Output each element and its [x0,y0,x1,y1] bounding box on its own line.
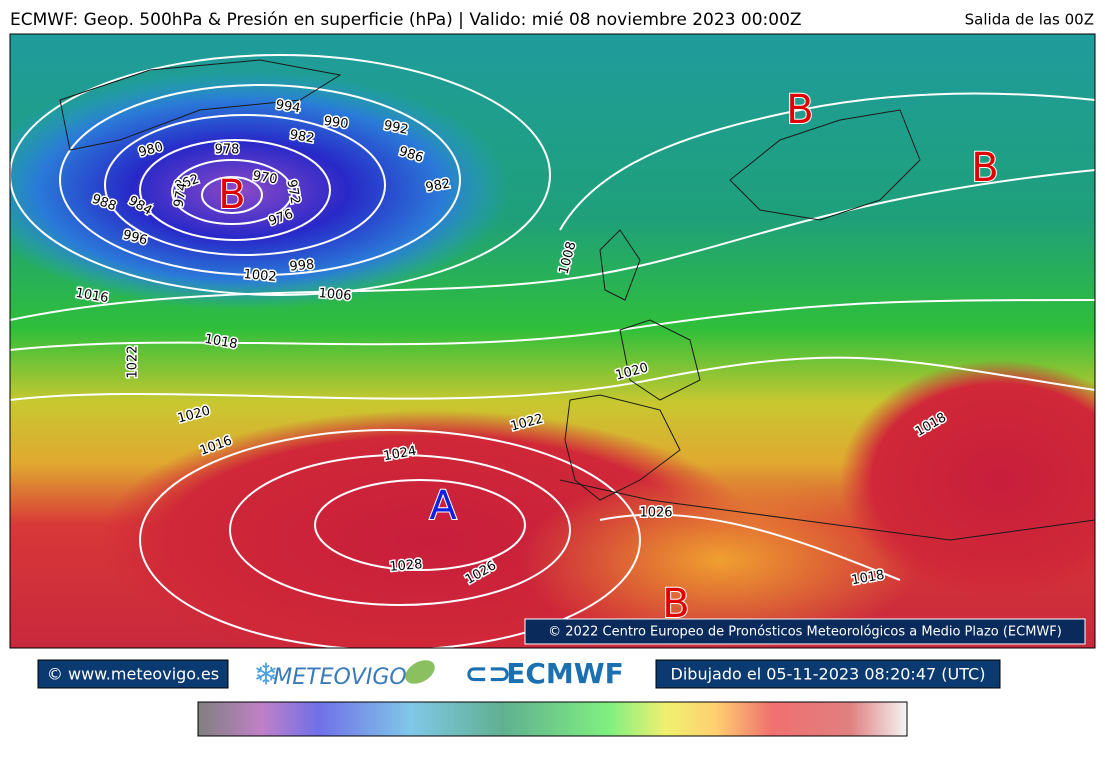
copyright: © 2022 Centro Europeo de Pronósticos Met… [548,625,1062,640]
copyright-box [524,618,1086,645]
isobar-label: 974 [171,181,190,208]
isobar-label: 994 [274,97,301,116]
site[interactable]: © www.meteovigo.es [47,665,219,684]
isobar-label: 1006 [318,286,352,304]
isobar-label: 970 [251,168,278,187]
isobar-label: 982 [424,176,451,195]
isobar-label: 998 [289,257,315,274]
isobar-label: 990 [323,114,350,132]
isobar-label: 1018 [850,568,885,589]
leaf-icon [405,660,435,684]
pressure-center: B [786,87,813,133]
isobar-label: 1022 [126,345,141,378]
isobar-label: 1018 [203,332,238,353]
isobar-label: 972 [283,178,302,205]
east-field [840,360,1095,600]
title: ECMWF: Geop. 500hPa & Presión en superfi… [10,10,802,30]
africa-field [520,470,920,648]
isobar-label: 1028 [389,557,423,575]
ecmwf-icon: ⊂⊃ [465,657,512,690]
ecmwf-logo: ECMWF [506,657,624,690]
map-frame [9,33,1096,649]
coastlines [59,59,1095,541]
pressure-center: B [218,172,245,218]
isobar-label: 982 [288,127,315,146]
drawn-box [655,659,1001,689]
colorbar [197,701,908,737]
isobar-label: 978 [215,143,240,158]
isobar-label: 1002 [243,267,277,285]
site-box [37,659,229,689]
run-label: Salida de las 00Z [965,11,1094,29]
isobar-label: 1024 [382,444,417,465]
meteovigo-logo: METEOVIGO [273,665,406,690]
isobars [10,54,1095,648]
snowflake-icon: ❄ [253,658,278,693]
pressure-center: B [971,145,998,191]
isobar-label: 992 [382,118,409,138]
isobar-label: 1016 [74,286,109,307]
pressure-center: A [429,483,457,529]
colorbar-fill [197,701,908,737]
drawn-date: Dibujado el 05-11-2023 08:20:47 (UTC) [671,665,986,684]
isobar-label: 1026 [639,506,672,521]
